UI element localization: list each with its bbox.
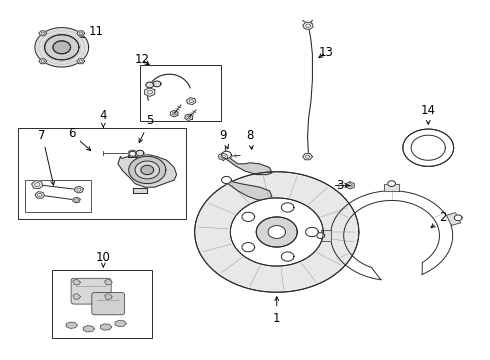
- Polygon shape: [346, 182, 354, 189]
- Polygon shape: [403, 129, 454, 166]
- Text: 7: 7: [39, 129, 55, 185]
- Text: 13: 13: [318, 46, 333, 59]
- Polygon shape: [230, 198, 323, 266]
- FancyBboxPatch shape: [71, 278, 111, 304]
- Polygon shape: [145, 88, 155, 96]
- Polygon shape: [384, 184, 399, 191]
- Text: 3: 3: [337, 179, 349, 192]
- Polygon shape: [268, 226, 286, 238]
- Polygon shape: [242, 212, 255, 221]
- Polygon shape: [74, 186, 83, 193]
- Polygon shape: [118, 155, 176, 187]
- Polygon shape: [321, 230, 331, 241]
- Polygon shape: [73, 197, 80, 203]
- Text: 11: 11: [80, 25, 103, 38]
- Polygon shape: [135, 161, 159, 179]
- Polygon shape: [187, 98, 196, 104]
- Polygon shape: [225, 148, 272, 175]
- Polygon shape: [129, 151, 136, 156]
- Polygon shape: [153, 81, 161, 87]
- Polygon shape: [185, 114, 193, 121]
- Polygon shape: [83, 326, 95, 332]
- Polygon shape: [454, 215, 462, 221]
- Polygon shape: [35, 192, 45, 198]
- Polygon shape: [129, 156, 166, 184]
- Polygon shape: [303, 154, 313, 160]
- Polygon shape: [100, 324, 112, 330]
- Text: 10: 10: [96, 251, 111, 267]
- Polygon shape: [104, 279, 112, 285]
- Polygon shape: [195, 172, 359, 292]
- Polygon shape: [77, 59, 85, 64]
- Polygon shape: [221, 151, 231, 158]
- Polygon shape: [281, 252, 294, 261]
- Bar: [25, 180, 91, 212]
- Text: 2: 2: [431, 211, 447, 228]
- Bar: [18, 128, 186, 220]
- Polygon shape: [146, 82, 154, 88]
- Polygon shape: [221, 176, 231, 184]
- Polygon shape: [171, 111, 178, 117]
- Text: 12: 12: [135, 53, 150, 66]
- Polygon shape: [35, 28, 89, 67]
- Polygon shape: [228, 176, 272, 200]
- Polygon shape: [31, 181, 43, 189]
- Polygon shape: [281, 203, 294, 212]
- Polygon shape: [242, 243, 255, 252]
- Polygon shape: [136, 150, 144, 156]
- Bar: [52, 270, 152, 338]
- Polygon shape: [104, 294, 112, 300]
- Polygon shape: [66, 322, 77, 328]
- Polygon shape: [115, 320, 126, 327]
- Polygon shape: [133, 188, 147, 193]
- Text: 6: 6: [68, 127, 91, 150]
- Polygon shape: [73, 294, 80, 300]
- Polygon shape: [39, 59, 47, 64]
- Text: 5: 5: [139, 114, 153, 143]
- Polygon shape: [73, 279, 80, 285]
- Text: 4: 4: [99, 109, 107, 127]
- Text: 9: 9: [219, 129, 228, 148]
- Polygon shape: [306, 227, 318, 237]
- Polygon shape: [129, 150, 137, 156]
- FancyBboxPatch shape: [92, 293, 124, 315]
- Polygon shape: [219, 153, 227, 160]
- Polygon shape: [39, 31, 47, 36]
- Polygon shape: [256, 217, 297, 247]
- Text: 14: 14: [421, 104, 436, 124]
- Bar: [140, 65, 220, 121]
- Polygon shape: [446, 213, 461, 225]
- Polygon shape: [53, 41, 71, 54]
- Polygon shape: [303, 22, 313, 30]
- Text: 1: 1: [273, 297, 280, 325]
- Polygon shape: [317, 233, 325, 238]
- Text: 8: 8: [246, 129, 253, 149]
- Polygon shape: [388, 181, 395, 186]
- Polygon shape: [77, 31, 85, 36]
- Polygon shape: [45, 35, 79, 60]
- Polygon shape: [128, 151, 138, 157]
- Polygon shape: [141, 165, 154, 175]
